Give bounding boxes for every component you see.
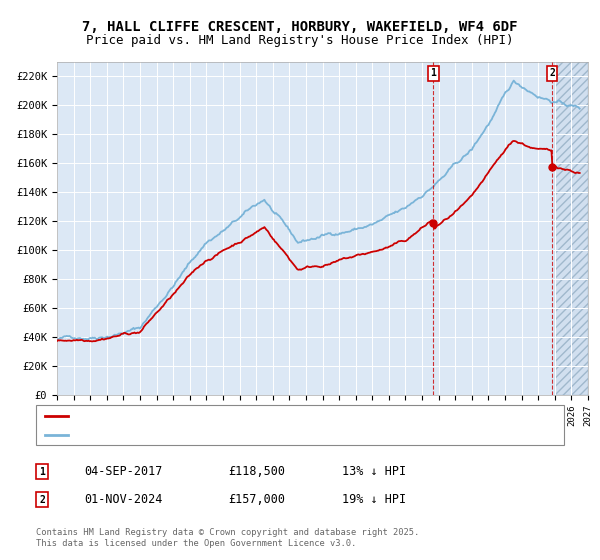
Text: 01-NOV-2024: 01-NOV-2024	[84, 493, 163, 506]
Text: 04-SEP-2017: 04-SEP-2017	[84, 465, 163, 478]
Text: 1: 1	[39, 466, 45, 477]
Text: 19% ↓ HPI: 19% ↓ HPI	[342, 493, 406, 506]
Bar	[555, 62, 588, 395]
Text: 13% ↓ HPI: 13% ↓ HPI	[342, 465, 406, 478]
Bar	[555, 62, 588, 395]
Text: £118,500: £118,500	[228, 465, 285, 478]
Text: HPI: Average price, semi-detached house, Wakefield: HPI: Average price, semi-detached house,…	[72, 430, 385, 440]
Text: £157,000: £157,000	[228, 493, 285, 506]
Text: 2: 2	[549, 68, 555, 78]
Text: 1: 1	[430, 68, 436, 78]
Text: 7, HALL CLIFFE CRESCENT, HORBURY, WAKEFIELD, WF4 6DF (semi-detached house): 7, HALL CLIFFE CRESCENT, HORBURY, WAKEFI…	[72, 411, 535, 421]
Text: Contains HM Land Registry data © Crown copyright and database right 2025.
This d: Contains HM Land Registry data © Crown c…	[36, 528, 419, 548]
Text: 2: 2	[39, 494, 45, 505]
Text: 7, HALL CLIFFE CRESCENT, HORBURY, WAKEFIELD, WF4 6DF: 7, HALL CLIFFE CRESCENT, HORBURY, WAKEFI…	[82, 20, 518, 34]
Text: Price paid vs. HM Land Registry's House Price Index (HPI): Price paid vs. HM Land Registry's House …	[86, 34, 514, 46]
